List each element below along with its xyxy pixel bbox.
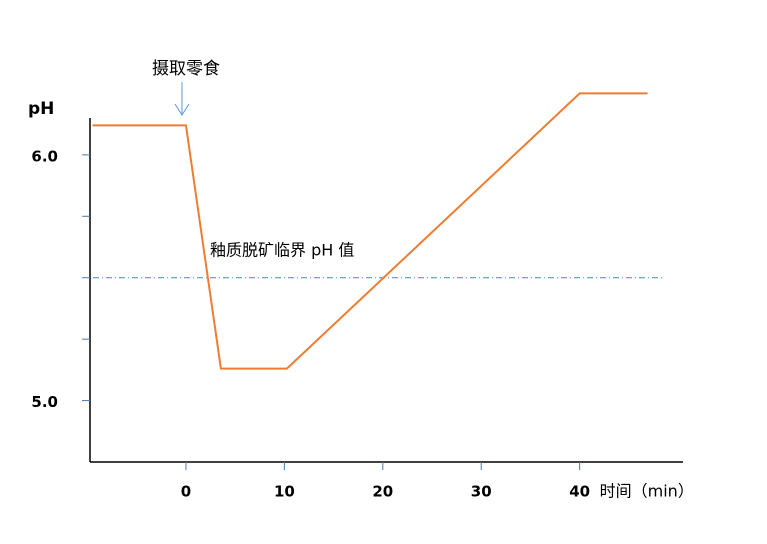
ph-line: [92, 92, 648, 370]
x-tick-label: 30: [471, 483, 492, 501]
y-axis-label: pH: [28, 99, 54, 119]
x-tick-label: 20: [372, 483, 393, 501]
reference-label: 釉质脱矿临界 pH 值: [210, 241, 354, 260]
annotation-text: 摄取零食: [152, 59, 220, 79]
x-tick-label: 40: [569, 483, 590, 501]
x-tick-label: 10: [274, 483, 295, 501]
annotation-arrowhead: [174, 103, 190, 116]
x-tick-label: 0: [181, 483, 191, 501]
y-tick-label: 5.0: [31, 393, 58, 411]
y-tick-label: 6.0: [31, 147, 58, 165]
x-axis-label: 时间（min）: [600, 482, 694, 501]
